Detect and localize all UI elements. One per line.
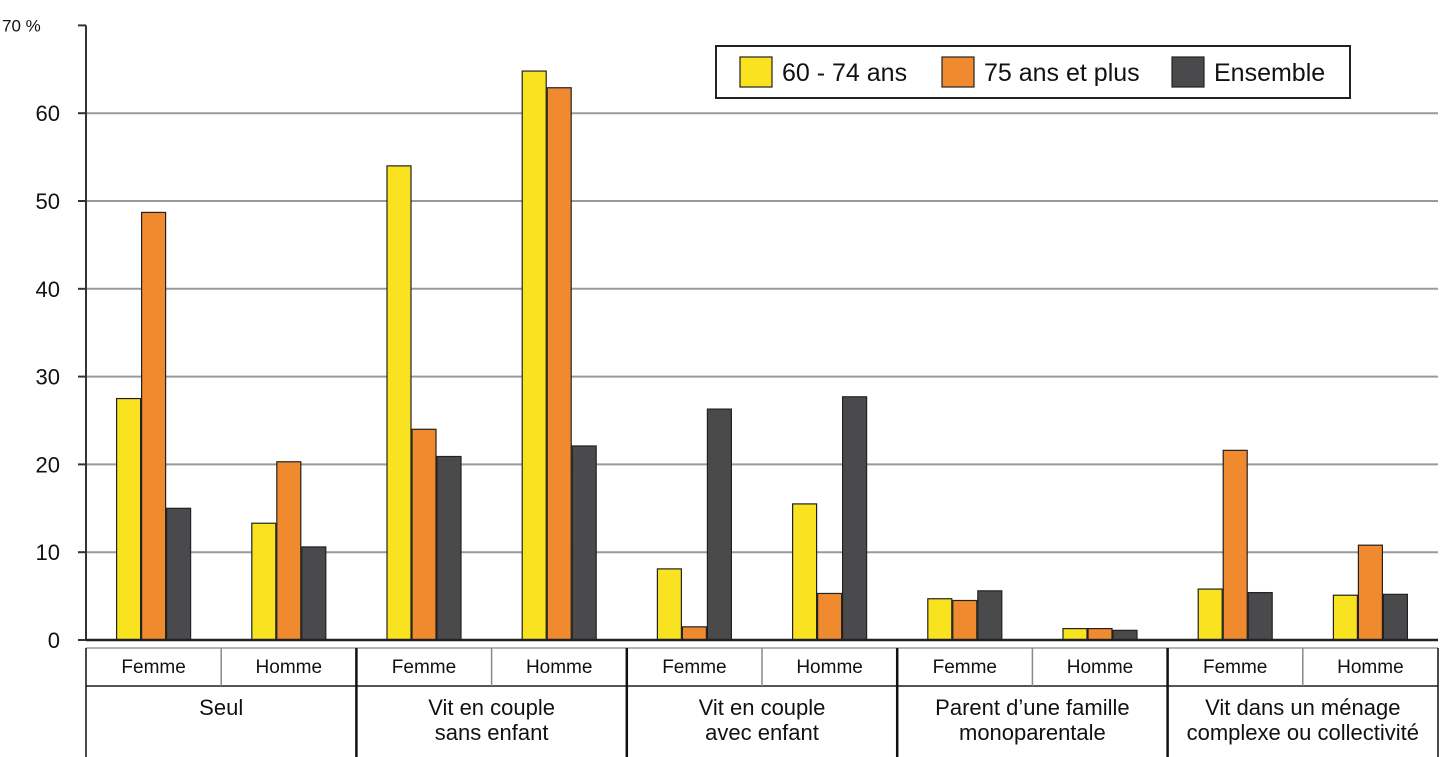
subcategory-label: Homme: [256, 657, 323, 678]
y-tick-label: 10: [36, 540, 60, 565]
bar-60-74-ans: [251, 522, 277, 641]
bar-60-74-ans: [1197, 588, 1223, 641]
bar-75-ans-et-plus: [952, 599, 978, 641]
bar-ensemble: [571, 445, 597, 641]
bar-75-ans-et-plus: [816, 592, 843, 641]
group-label: Vit dans un ménage: [1205, 695, 1400, 720]
subcategory-label: Femme: [1203, 657, 1267, 678]
bar-ensemble: [841, 396, 868, 641]
bar-60-74-ans: [115, 397, 142, 641]
group-label: Parent d’une famille: [935, 695, 1129, 720]
bar-60-74-ans: [656, 568, 683, 641]
legend-label: 60 - 74 ans: [782, 59, 907, 87]
bar-75-ans-et-plus: [546, 87, 572, 641]
bar-60-74-ans: [521, 70, 547, 641]
bar-60-74-ans: [1062, 627, 1088, 641]
legend: 60 - 74 ans 75 ans et plus Ensemble: [715, 45, 1351, 99]
subcategory-label: Homme: [796, 657, 863, 678]
legend-swatch: [941, 56, 975, 88]
subcategory-label: Homme: [526, 657, 593, 678]
bar-75-ans-et-plus: [681, 626, 708, 641]
bar-ensemble: [436, 455, 462, 641]
legend-box: [715, 45, 1351, 99]
legend-swatch: [1171, 56, 1205, 88]
bar-60-74-ans: [927, 598, 953, 641]
bar-ensemble: [1112, 629, 1138, 641]
subcategory-label: Femme: [662, 657, 726, 678]
bar-75-ans-et-plus: [141, 211, 167, 641]
subcategory-label: Homme: [1067, 657, 1134, 678]
subcategory-label: Femme: [121, 657, 185, 678]
y-tick-label: 20: [36, 452, 60, 477]
bar-ensemble: [166, 507, 192, 641]
group-label: avec enfant: [705, 720, 819, 745]
bar-75-ans-et-plus: [1357, 544, 1384, 641]
subcategory-label: Femme: [933, 657, 997, 678]
bar-75-ans-et-plus: [1222, 449, 1248, 641]
gridlines: [86, 112, 1438, 554]
group-label: sans enfant: [435, 720, 549, 745]
bar-ensemble: [1382, 593, 1409, 641]
bar-75-ans-et-plus: [1087, 627, 1113, 641]
y-tick-label: 50: [36, 189, 60, 214]
group-label: Vit en couple: [428, 695, 555, 720]
bar-ensemble: [1247, 591, 1273, 641]
bar-60-74-ans: [386, 165, 412, 641]
subcategory-label: Femme: [392, 657, 456, 678]
bar-75-ans-et-plus: [411, 428, 437, 641]
bar-60-74-ans: [791, 503, 818, 641]
bar-ensemble: [977, 590, 1003, 641]
group-label: complexe ou collectivité: [1187, 720, 1419, 745]
subcategory-label: Homme: [1337, 657, 1404, 678]
bars: [115, 70, 1409, 641]
group-label: Vit en couple: [699, 695, 826, 720]
legend-label: 75 ans et plus: [984, 59, 1140, 87]
axes: 0 10 20 30 40 50 60 70 %: [2, 16, 1438, 653]
bar-75-ans-et-plus: [276, 461, 302, 641]
group-label: Seul: [199, 695, 243, 720]
y-tick-label: 0: [48, 628, 60, 653]
legend-swatch: [739, 56, 773, 88]
y-tick-label: 30: [36, 365, 60, 390]
y-tick-label: 60: [36, 101, 60, 126]
y-unit-label: 70 %: [2, 16, 41, 35]
y-tick-label: 40: [36, 277, 60, 302]
bar-ensemble: [706, 408, 733, 641]
group-label: monoparentale: [959, 720, 1106, 745]
bar-ensemble: [301, 546, 327, 641]
bar-60-74-ans: [1332, 594, 1359, 641]
legend-label: Ensemble: [1214, 59, 1325, 87]
